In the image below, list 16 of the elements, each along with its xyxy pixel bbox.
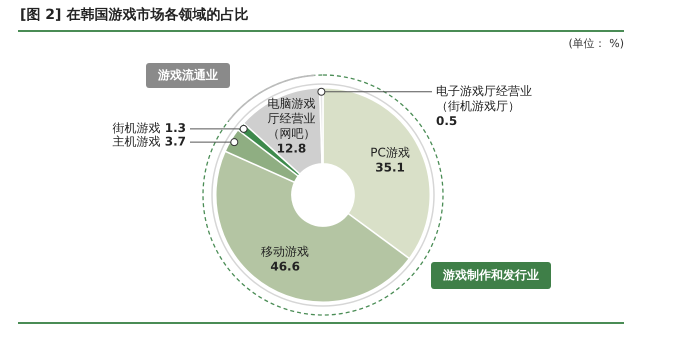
data-label: 0.5 [436, 114, 458, 128]
chart-title: [图 2] 在韩国游戏市场各领域的占比 [20, 6, 248, 24]
slice-label: 街机游戏 [112, 121, 161, 136]
slice-label: 移动游戏 [261, 244, 310, 259]
data-label: 35.1 [375, 160, 405, 175]
text: (单位： %) [568, 36, 624, 51]
data-label: 12.8 [276, 141, 306, 156]
slice-label: PC游戏 [370, 146, 410, 160]
data-label: 1.3 [164, 121, 186, 136]
slice-label: 主机游戏 [112, 134, 161, 148]
data-label: 46.6 [270, 260, 300, 274]
data-label: 3.7 [164, 134, 186, 148]
text: 游戏制作和发行业 [431, 262, 551, 289]
slice-label: 电脑游戏厅经营业（网吧） [267, 96, 316, 140]
slice-label: 电子游戏厅经营业（街机游戏厅） [436, 84, 532, 113]
text: 游戏流通业 [146, 63, 230, 88]
